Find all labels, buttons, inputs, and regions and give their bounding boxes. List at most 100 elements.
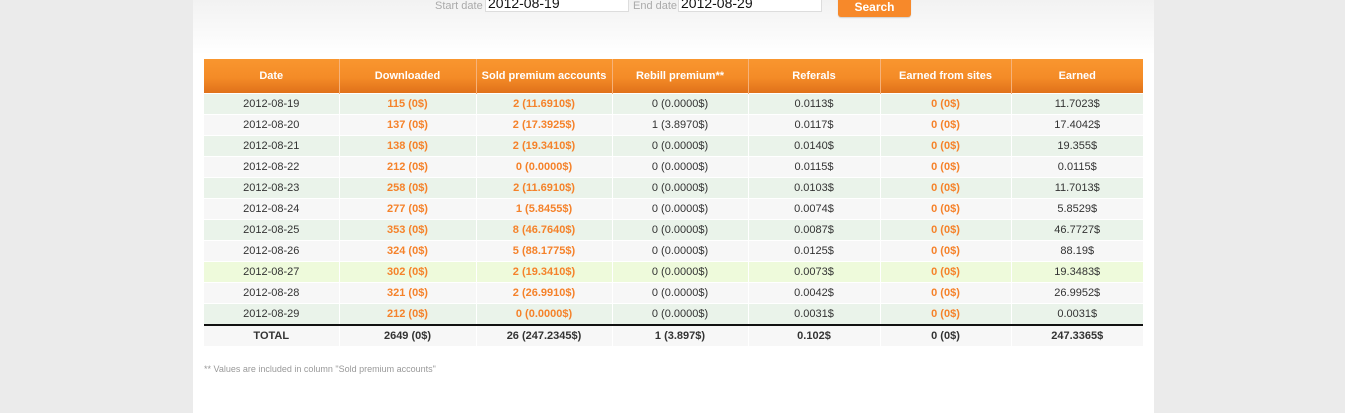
- cell-earned-from-sites: 0 (0$): [879, 303, 1011, 325]
- cell-earned: 0.0031$: [1010, 303, 1143, 325]
- cell-earned-from-sites: 0 (0$): [879, 114, 1011, 136]
- cell-earned-from-sites: 0 (0$): [879, 282, 1011, 304]
- cell-sold-premium: 5 (88.1775$): [475, 240, 612, 262]
- cell-date: 2012-08-21: [204, 135, 339, 157]
- cell-downloaded: 212 (0$): [338, 303, 476, 325]
- cell-sold-premium: 2 (19.3410$): [475, 135, 612, 157]
- column-header-earned: Earned: [1010, 59, 1143, 94]
- cell-sold-premium: 0 (0.0000$): [475, 156, 612, 178]
- cell-sold-premium: 2 (11.6910$): [475, 177, 612, 199]
- cell-date: 2012-08-28: [204, 282, 339, 304]
- cell-date: 2012-08-26: [204, 240, 339, 262]
- cell-sold-premium: 0 (0.0000$): [475, 303, 612, 325]
- table-row: 2012-08-22 212 (0$) 0 (0.0000$) 0 (0.0000$)…: [204, 156, 1143, 178]
- cell-earned-from-sites: 0 (0$): [879, 93, 1011, 115]
- cell-rebill-premium: 0 (0.0000$): [611, 93, 748, 115]
- cell-rebill-premium: 0 (0.0000$): [611, 240, 748, 262]
- column-header-rebill-premium: Rebill premium**: [611, 59, 748, 94]
- total-date: TOTAL: [204, 324, 339, 346]
- cell-date: 2012-08-25: [204, 219, 339, 241]
- cell-downloaded: 321 (0$): [338, 282, 476, 304]
- cell-earned: 19.3483$: [1010, 261, 1143, 283]
- total-downloaded: 2649 (0$): [338, 324, 476, 346]
- table-row: 2012-08-24 277 (0$) 1 (5.8455$) 0 (0.0000$)…: [204, 198, 1143, 220]
- cell-downloaded: 258 (0$): [338, 177, 476, 199]
- cell-referals: 0.0115$: [747, 156, 880, 178]
- cell-referals: 0.0087$: [747, 219, 880, 241]
- cell-rebill-premium: 0 (0.0000$): [611, 198, 748, 220]
- cell-rebill-premium: 0 (0.0000$): [611, 177, 748, 199]
- cell-date: 2012-08-27: [204, 261, 339, 283]
- total-rebill-premium: 1 (3.897$): [611, 324, 748, 346]
- cell-rebill-premium: 0 (0.0000$): [611, 135, 748, 157]
- table-row: 2012-08-26 324 (0$) 5 (88.1775$) 0 (0.0000$…: [204, 240, 1143, 262]
- cell-downloaded: 138 (0$): [338, 135, 476, 157]
- table-row: 2012-08-27 302 (0$) 2 (19.3410$) 0 (0.0000$…: [204, 261, 1143, 283]
- start-date-label: Start date: [435, 0, 483, 12]
- cell-earned: 11.7013$: [1010, 177, 1143, 199]
- cell-earned: 46.7727$: [1010, 219, 1143, 241]
- table-header: Date Downloaded Sold premium accounts Rebil…: [204, 59, 1143, 94]
- cell-referals: 0.0125$: [747, 240, 880, 262]
- cell-sold-premium: 2 (17.3925$): [475, 114, 612, 136]
- total-earned: 247.3365$: [1010, 324, 1143, 346]
- search-button[interactable]: Search: [838, 0, 911, 17]
- cell-earned-from-sites: 0 (0$): [879, 177, 1011, 199]
- cell-date: 2012-08-20: [204, 114, 339, 136]
- column-header-downloaded: Downloaded: [338, 59, 476, 94]
- end-date-label: End date: [633, 0, 678, 12]
- cell-referals: 0.0031$: [747, 303, 880, 325]
- date-filter-form: Start date End date Search: [193, 0, 1154, 17]
- cell-referals: 0.0042$: [747, 282, 880, 304]
- table-row: 2012-08-28 321 (0$) 2 (26.9910$) 0 (0.0000$…: [204, 282, 1143, 304]
- cell-earned-from-sites: 0 (0$): [879, 219, 1011, 241]
- cell-sold-premium: 2 (11.6910$): [475, 93, 612, 115]
- cell-referals: 0.0074$: [747, 198, 880, 220]
- cell-downloaded: 115 (0$): [338, 93, 476, 115]
- cell-downloaded: 302 (0$): [338, 261, 476, 283]
- cell-downloaded: 277 (0$): [338, 198, 476, 220]
- cell-referals: 0.0113$: [747, 93, 880, 115]
- table-row: 2012-08-20 137 (0$) 2 (17.3925$) 1 (3.8970$…: [204, 114, 1143, 136]
- cell-earned: 11.7023$: [1010, 93, 1143, 115]
- main-content: Start date End date Search DateDownloade…: [193, 0, 1154, 413]
- cell-rebill-premium: 0 (0.0000$): [611, 261, 748, 283]
- cell-sold-premium: 1 (5.8455$): [475, 198, 612, 220]
- cell-date: 2012-08-24: [204, 198, 339, 220]
- total-row: TOTAL 2649 (0$) 26 (247.2345$) 1 (3.897$) 0.…: [204, 324, 1143, 346]
- table-row: 2012-08-25 353 (0$) 8 (46.7640$) 0 (0.0000$…: [204, 219, 1143, 241]
- cell-rebill-premium: 0 (0.0000$): [611, 219, 748, 241]
- table-row: 2012-08-19 115 (0$) 2 (11.6910$) 0 (0.0000$…: [204, 93, 1143, 115]
- end-date-input[interactable]: [678, 0, 822, 12]
- cell-date: 2012-08-19: [204, 93, 339, 115]
- cell-earned: 17.4042$: [1010, 114, 1143, 136]
- column-header-date: Date: [204, 59, 339, 94]
- cell-earned: 0.0115$: [1010, 156, 1143, 178]
- cell-date: 2012-08-23: [204, 177, 339, 199]
- total-earned-from-sites: 0 (0$): [879, 324, 1011, 346]
- cell-sold-premium: 8 (46.7640$): [475, 219, 612, 241]
- column-header-referals: Referals: [747, 59, 880, 94]
- cell-date: 2012-08-22: [204, 156, 339, 178]
- column-header-sold-premium: Sold premium accounts: [475, 59, 612, 94]
- cell-earned-from-sites: 0 (0$): [879, 261, 1011, 283]
- stats-table: Date Downloaded Sold premium accounts Rebil…: [204, 59, 1143, 346]
- cell-rebill-premium: 0 (0.0000$): [611, 303, 748, 325]
- cell-earned-from-sites: 0 (0$): [879, 135, 1011, 157]
- cell-rebill-premium: 0 (0.0000$): [611, 156, 748, 178]
- column-header-earned-from-sites: Earned from sites: [879, 59, 1011, 94]
- table-row: 2012-08-23 258 (0$) 2 (11.6910$) 0 (0.0000$…: [204, 177, 1143, 199]
- cell-downloaded: 212 (0$): [338, 156, 476, 178]
- table-row: 2012-08-29 212 (0$) 0 (0.0000$) 0 (0.0000$)…: [204, 303, 1143, 325]
- cell-date: 2012-08-29: [204, 303, 339, 325]
- cell-earned: 5.8529$: [1010, 198, 1143, 220]
- cell-downloaded: 353 (0$): [338, 219, 476, 241]
- cell-referals: 0.0140$: [747, 135, 880, 157]
- cell-earned: 26.9952$: [1010, 282, 1143, 304]
- cell-earned-from-sites: 0 (0$): [879, 240, 1011, 262]
- cell-referals: 0.0103$: [747, 177, 880, 199]
- total-referals: 0.102$: [747, 324, 880, 346]
- cell-downloaded: 324 (0$): [338, 240, 476, 262]
- cell-earned-from-sites: 0 (0$): [879, 156, 1011, 178]
- start-date-input[interactable]: [485, 0, 629, 12]
